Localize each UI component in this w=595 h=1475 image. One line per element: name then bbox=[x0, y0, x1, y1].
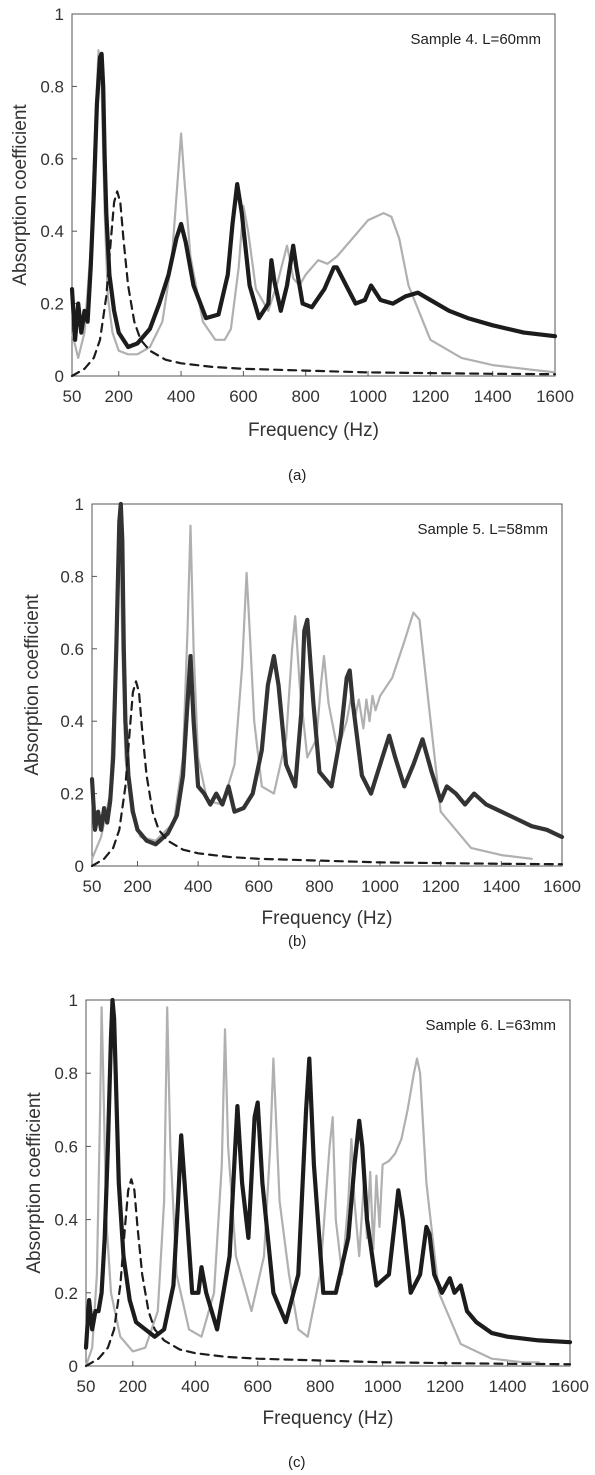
sample-annotation: Sample 5. L=58mm bbox=[418, 521, 548, 538]
y-tick-label: 0.8 bbox=[40, 77, 64, 96]
x-tick-label: 200 bbox=[123, 877, 151, 896]
y-tick-label: 0 bbox=[75, 857, 84, 876]
chart-panel-a: 50 200 400 600 800 1000 1200 1400 1600 0 0.2 0.4 0.6… bbox=[0, 0, 595, 490]
x-tick-label: 800 bbox=[305, 877, 333, 896]
x-tick-label: 400 bbox=[167, 387, 195, 406]
y-tick-label: 1 bbox=[75, 495, 84, 514]
x-tick-label: 1600 bbox=[536, 387, 574, 406]
y-tick-label: 0.4 bbox=[54, 1211, 78, 1230]
x-tick-label: 200 bbox=[105, 387, 133, 406]
y-tick-label: 0.6 bbox=[40, 150, 64, 169]
y-tick-label: 1 bbox=[69, 991, 78, 1010]
chart-panel-c: 50 200 400 600 800 1000 1200 1400 1600 0 0.2 0.4 0.6… bbox=[0, 960, 595, 1475]
plot-frame bbox=[85, 999, 571, 1367]
x-tick-label: 200 bbox=[119, 1377, 147, 1396]
y-tick-label: 0.2 bbox=[40, 295, 64, 314]
x-tick-label: 50 bbox=[77, 1377, 96, 1396]
series-black-thick bbox=[69, 51, 558, 350]
series-gray-solid bbox=[84, 1006, 540, 1368]
series-gray-solid bbox=[70, 49, 557, 374]
y-tick-label: 0 bbox=[55, 367, 64, 386]
x-tick-label: 400 bbox=[184, 877, 212, 896]
x-tick-label: 1000 bbox=[361, 877, 399, 896]
y-tick-label: 0.2 bbox=[54, 1284, 78, 1303]
x-tick-label: 600 bbox=[229, 387, 257, 406]
series-black-dashed bbox=[84, 1178, 572, 1368]
caption-c: (c) bbox=[288, 1454, 306, 1471]
x-tick-label: 1600 bbox=[543, 877, 581, 896]
y-tick-label: 1 bbox=[55, 5, 64, 24]
x-tick-label: 1400 bbox=[474, 387, 512, 406]
y-tick-label: 0.4 bbox=[40, 222, 64, 241]
series-black-thick bbox=[89, 501, 565, 847]
x-tick-label: 400 bbox=[181, 1377, 209, 1396]
absorption-chart-c: 50 200 400 600 800 1000 1200 1400 1600 0 0.2 0.4 0.6… bbox=[24, 991, 589, 1429]
y-tick-label: 0.8 bbox=[60, 567, 84, 586]
y-tick-label: 0.4 bbox=[60, 712, 84, 731]
y-tick-label: 0 bbox=[69, 1357, 78, 1376]
y-tick-label: 0.6 bbox=[54, 1137, 78, 1156]
y-tick-label: 0.8 bbox=[54, 1064, 78, 1083]
x-axis-label: Frequency (Hz) bbox=[262, 908, 393, 929]
caption-b: (b) bbox=[288, 933, 307, 950]
x-axis-label: Frequency (Hz) bbox=[263, 1408, 394, 1429]
x-tick-label: 1400 bbox=[489, 1377, 527, 1396]
x-tick-label: 50 bbox=[83, 877, 102, 896]
y-tick-label: 0.6 bbox=[60, 640, 84, 659]
x-tick-label: 800 bbox=[292, 387, 320, 406]
sample-annotation: Sample 4. L=60mm bbox=[411, 31, 541, 48]
x-tick-label: 1200 bbox=[426, 1377, 464, 1396]
x-tick-label: 1200 bbox=[411, 387, 449, 406]
series-black-dashed bbox=[90, 680, 564, 868]
x-tick-label: 800 bbox=[306, 1377, 334, 1396]
plot-frame bbox=[71, 13, 556, 377]
series-black-thick bbox=[83, 997, 573, 1350]
chart-panel-b: 50 200 400 600 800 1000 1200 1400 1600 0 0.2 0.4 0.6… bbox=[0, 490, 595, 960]
y-axis-label: Absorption coefficient bbox=[24, 1092, 45, 1274]
caption-a: (a) bbox=[288, 467, 307, 484]
series-black-dashed bbox=[70, 190, 557, 378]
y-axis-label: Absorption coefficient bbox=[10, 104, 31, 286]
absorption-chart-b: 50 200 400 600 800 1000 1200 1400 1600 0 0.2 0.4 0.6… bbox=[22, 495, 581, 929]
x-tick-label: 1600 bbox=[551, 1377, 589, 1396]
x-tick-label: 600 bbox=[245, 877, 273, 896]
sample-annotation: Sample 6. L=63mm bbox=[426, 1017, 556, 1034]
x-tick-label: 50 bbox=[63, 387, 82, 406]
y-tick-label: 0.2 bbox=[60, 785, 84, 804]
x-tick-label: 1000 bbox=[349, 387, 387, 406]
plot-frame bbox=[91, 503, 563, 867]
absorption-chart-a: 50 200 400 600 800 1000 1200 1400 1600 0 0.2 0.4 0.6… bbox=[10, 5, 574, 441]
y-axis-label: Absorption coefficient bbox=[22, 594, 43, 776]
x-axis-label: Frequency (Hz) bbox=[248, 420, 379, 441]
x-tick-label: 1400 bbox=[482, 877, 520, 896]
x-tick-label: 1200 bbox=[422, 877, 460, 896]
x-tick-label: 1000 bbox=[364, 1377, 402, 1396]
x-tick-label: 600 bbox=[244, 1377, 272, 1396]
